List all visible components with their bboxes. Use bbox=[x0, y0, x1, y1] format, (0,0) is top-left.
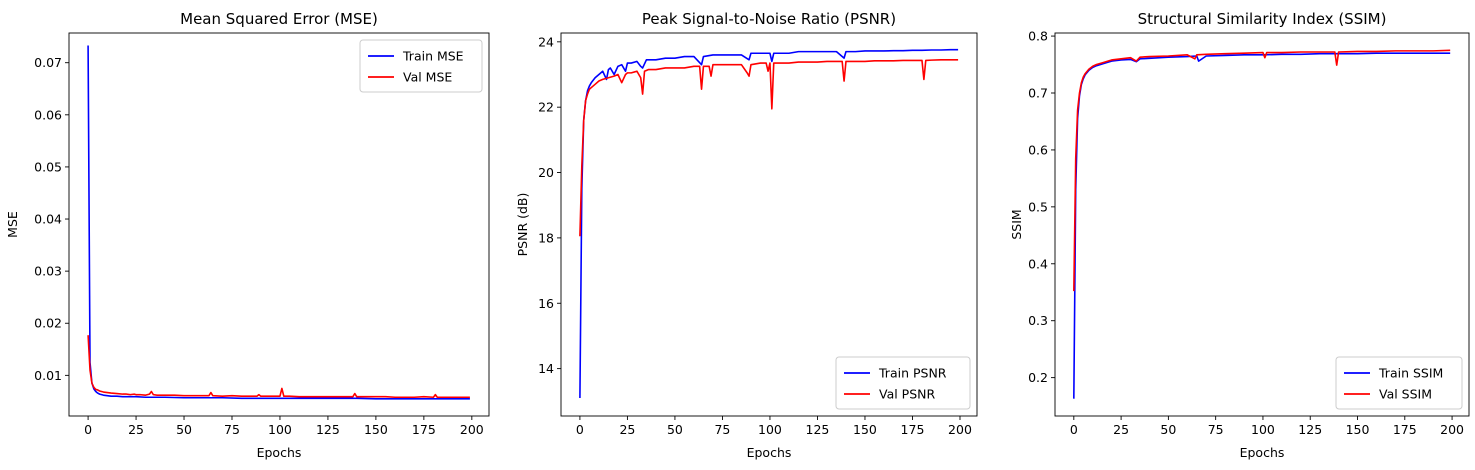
y-tick-label: 0.2 bbox=[1028, 370, 1048, 385]
chart-panel-2: 0 25 50 75 100 125 150 175 200 14 16 18 20 22 24 Peak S… bbox=[515, 10, 978, 460]
x-tick-label: 50 bbox=[176, 422, 192, 437]
legend-box bbox=[1335, 356, 1463, 410]
x-tick-label: 25 bbox=[128, 422, 144, 437]
chart-panel-1: 0 25 50 75 100 125 150 175 200 0.01 0.02 0.03 0.04 0.… bbox=[5, 10, 490, 460]
series-line-train-mse bbox=[87, 45, 470, 400]
y-axis-label: PSNR (dB) bbox=[515, 193, 530, 257]
x-tick-label: 150 bbox=[1346, 422, 1370, 437]
x-tick-label: 100 bbox=[268, 422, 292, 437]
legend-box bbox=[835, 356, 971, 410]
legend-box bbox=[359, 39, 483, 93]
x-tick-label: 0 bbox=[576, 422, 584, 437]
x-tick-label: 125 bbox=[806, 422, 830, 437]
y-tick-label: 0.03 bbox=[34, 264, 62, 279]
series-line-train-ssim bbox=[1073, 52, 1451, 399]
legend-label: Train MSE bbox=[402, 49, 464, 64]
x-tick-label: 125 bbox=[1298, 422, 1322, 437]
y-tick-label: 18 bbox=[538, 230, 554, 245]
y-tick-label: 16 bbox=[538, 296, 554, 311]
x-tick-label: 175 bbox=[901, 422, 925, 437]
x-tick-label: 150 bbox=[364, 422, 388, 437]
x-tick-label: 25 bbox=[619, 422, 635, 437]
x-tick-label: 200 bbox=[948, 422, 972, 437]
legend: Train PSNR Val PSNR bbox=[835, 356, 971, 410]
y-tick-label: 22 bbox=[538, 100, 554, 115]
y-tick-label: 0.05 bbox=[34, 159, 62, 174]
axes-frame bbox=[68, 32, 490, 417]
x-axis-label: Epochs bbox=[257, 445, 302, 460]
x-tick-label: 125 bbox=[316, 422, 340, 437]
x-tick-label: 75 bbox=[714, 422, 730, 437]
legend-label: Val SSIM bbox=[1379, 387, 1432, 402]
legend-label: Val MSE bbox=[403, 70, 452, 85]
x-tick-label: 75 bbox=[224, 422, 240, 437]
legend: Train MSE Val MSE bbox=[359, 39, 483, 93]
x-tick-label: 100 bbox=[1251, 422, 1275, 437]
y-tick-label: 24 bbox=[538, 34, 554, 49]
y-tick-label: 0.01 bbox=[34, 368, 62, 383]
series-line-val-mse bbox=[87, 335, 470, 399]
x-tick-label: 50 bbox=[667, 422, 683, 437]
x-tick-label: 50 bbox=[1160, 422, 1176, 437]
x-axis-label: Epochs bbox=[747, 445, 792, 460]
axes-frame bbox=[560, 32, 978, 417]
x-axis-label: Epochs bbox=[1240, 445, 1285, 460]
y-tick-label: 0.07 bbox=[34, 55, 62, 70]
x-tick-label: 175 bbox=[412, 422, 436, 437]
series-line-val-psnr bbox=[579, 58, 959, 237]
y-tick-label: 0.4 bbox=[1028, 256, 1048, 271]
y-tick-label: 0.6 bbox=[1028, 142, 1048, 157]
x-tick-label: 100 bbox=[758, 422, 782, 437]
chart-title: Structural Similarity Index (SSIM) bbox=[1138, 10, 1387, 28]
series-line-val-ssim bbox=[1073, 49, 1451, 292]
y-tick-label: 0.06 bbox=[34, 107, 62, 122]
y-tick-label: 0.04 bbox=[34, 212, 62, 227]
legend-label: Train PSNR bbox=[878, 366, 947, 381]
y-tick-label: 0.02 bbox=[34, 316, 62, 331]
x-tick-label: 200 bbox=[460, 422, 484, 437]
x-tick-label: 0 bbox=[1070, 422, 1078, 437]
y-tick-label: 0.3 bbox=[1028, 313, 1048, 328]
x-tick-label: 200 bbox=[1440, 422, 1464, 437]
y-tick-label: 0.8 bbox=[1028, 29, 1048, 44]
chart-title: Mean Squared Error (MSE) bbox=[180, 10, 378, 28]
x-tick-label: 0 bbox=[84, 422, 92, 437]
legend: Train SSIM Val SSIM bbox=[1335, 356, 1463, 410]
x-tick-label: 75 bbox=[1208, 422, 1224, 437]
series-line-train-psnr bbox=[579, 48, 959, 399]
legend-label: Val PSNR bbox=[879, 387, 936, 402]
x-tick-label: 175 bbox=[1393, 422, 1417, 437]
y-tick-label: 0.5 bbox=[1028, 199, 1048, 214]
axes-frame bbox=[1054, 32, 1470, 417]
y-axis-label: SSIM bbox=[1009, 209, 1024, 239]
legend-label: Train SSIM bbox=[1378, 366, 1443, 381]
x-tick-label: 150 bbox=[853, 422, 877, 437]
x-tick-label: 25 bbox=[1113, 422, 1129, 437]
y-tick-label: 0.7 bbox=[1028, 86, 1048, 101]
chart-title: Peak Signal-to-Noise Ratio (PSNR) bbox=[642, 10, 896, 28]
y-axis-label: MSE bbox=[5, 211, 20, 238]
chart-panel-3: 0 25 50 75 100 125 150 175 200 0.2 0.3 0.4 0.5 0.6 0.7… bbox=[1009, 10, 1470, 460]
y-tick-label: 20 bbox=[538, 165, 554, 180]
y-tick-label: 14 bbox=[538, 361, 554, 376]
